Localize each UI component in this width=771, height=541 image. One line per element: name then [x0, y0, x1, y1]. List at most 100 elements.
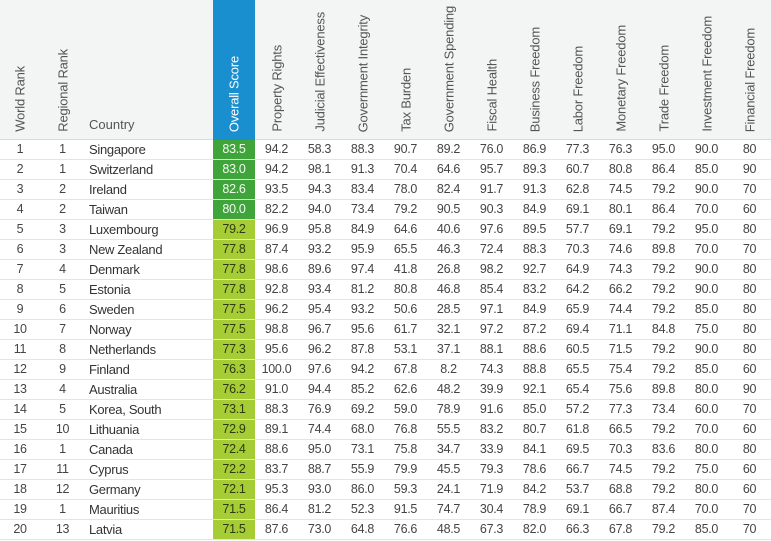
component-score-cell: 84.1	[522, 442, 547, 456]
header-overall-score-label: Overall Score	[226, 55, 242, 132]
table-row: 17 11 Cyprus 72.2 83.7 88.7 55.9 79.9 45.5 79.3 78…	[0, 460, 771, 480]
component-score-cell: 93.4	[307, 282, 332, 296]
component-score-cell: 83.4	[350, 182, 375, 196]
component-score-cell: 73.1	[350, 442, 375, 456]
component-score-cell: 65.5	[565, 362, 590, 376]
table-row: 19 1 Mauritius 71.5 86.4 81.2 52.3 91.5 74.7 30.4…	[0, 500, 771, 520]
component-score-cell: 78.9	[436, 402, 461, 416]
country-cell: Switzerland	[89, 162, 153, 177]
component-score-cell: 94.2	[264, 162, 289, 176]
component-score-cell: 93.5	[264, 182, 289, 196]
component-score-cell: 92.8	[264, 282, 289, 296]
component-score-cell: 86.4	[264, 502, 289, 516]
component-score-cell: 89.8	[651, 242, 676, 256]
table-row: 7 4 Denmark 77.8 98.6 89.6 97.4 41.8 26.8 98.2 92.…	[0, 260, 771, 280]
component-score-cell: 88.6	[264, 442, 289, 456]
component-score-cell: 80	[742, 222, 757, 236]
component-score-cell: 94.3	[307, 182, 332, 196]
component-score-cell: 70.0	[694, 502, 719, 516]
regional-rank-cell: 4	[59, 382, 66, 396]
table-row: 2 1 Switzerland 83.0 94.2 98.1 91.3 70.4 64.6 95.…	[0, 160, 771, 180]
component-score-cell: 60.7	[565, 162, 590, 176]
component-score-cell: 70.0	[694, 202, 719, 216]
component-score-cell: 72.4	[479, 242, 504, 256]
component-score-cell: 65.5	[393, 242, 418, 256]
world-rank-cell: 11	[13, 342, 27, 356]
regional-rank-cell: 6	[59, 302, 66, 316]
component-score-cell: 91.7	[479, 182, 504, 196]
component-score-cell: 89.5	[522, 222, 547, 236]
overall-score-cell: 73.1	[213, 400, 255, 419]
component-score-cell: 67.3	[479, 522, 504, 536]
component-score-cell: 34.7	[436, 442, 461, 456]
component-score-cell: 80	[742, 342, 757, 356]
component-score-cell: 95.4	[307, 302, 332, 316]
component-score-cell: 88.3	[522, 242, 547, 256]
component-score-cell: 48.5	[436, 522, 461, 536]
header-labor-freedom: Labor Freedom	[556, 0, 599, 140]
component-score-cell: 62.6	[393, 382, 418, 396]
component-score-cell: 70	[742, 182, 757, 196]
regional-rank-cell: 1	[59, 502, 66, 516]
component-score-cell: 90.5	[436, 202, 461, 216]
component-score-cell: 89.8	[651, 382, 676, 396]
component-score-cell: 90.0	[694, 262, 719, 276]
component-score-cell: 66.5	[608, 422, 633, 436]
component-score-cell: 26.8	[436, 262, 461, 276]
table-row: 15 10 Lithuania 72.9 89.1 74.4 68.0 76.8 55.5 83.…	[0, 420, 771, 440]
component-score-cell: 8.2	[440, 362, 457, 376]
regional-rank-cell: 13	[55, 522, 70, 536]
component-score-cell: 90.0	[694, 342, 719, 356]
component-score-cell: 79.2	[651, 262, 676, 276]
component-score-cell: 92.1	[522, 382, 547, 396]
component-score-cell: 64.8	[350, 522, 375, 536]
component-score-cell: 75.0	[694, 322, 719, 336]
component-score-cell: 85.0	[694, 162, 719, 176]
header-country: Country	[85, 0, 213, 140]
component-score-cell: 70	[742, 502, 757, 516]
component-score-cell: 91.6	[479, 402, 504, 416]
component-score-cell: 80	[742, 442, 757, 456]
component-score-cell: 77.3	[608, 402, 633, 416]
regional-rank-cell: 11	[56, 462, 69, 476]
component-score-cell: 78.0	[393, 182, 418, 196]
component-score-cell: 75.4	[608, 362, 633, 376]
component-score-cell: 98.1	[307, 162, 332, 176]
component-score-cell: 93.2	[307, 242, 332, 256]
table-row: 6 3 New Zealand 77.8 87.4 93.2 95.9 65.5 46.3 72.…	[0, 240, 771, 260]
overall-score-cell: 77.5	[213, 320, 255, 339]
component-score-cell: 57.7	[565, 222, 590, 236]
component-score-cell: 95.6	[264, 342, 289, 356]
regional-rank-cell: 4	[59, 262, 66, 276]
table-row: 9 6 Sweden 77.5 96.2 95.4 93.2 50.6 28.5 97.1 84.9…	[0, 300, 771, 320]
component-score-cell: 90	[742, 162, 757, 176]
component-score-cell: 94.4	[307, 382, 332, 396]
overall-score-cell: 80.0	[213, 200, 255, 219]
component-score-cell: 79.3	[479, 462, 504, 476]
table-body: 1 1 Singapore 83.5 94.2 58.3 88.3 90.7 89.2 76.0 8…	[0, 140, 771, 540]
component-score-cell: 66.7	[565, 462, 590, 476]
component-score-cell: 95.0	[651, 142, 676, 156]
component-score-cell: 74.5	[608, 462, 633, 476]
country-cell: Denmark	[89, 262, 140, 277]
component-score-cell: 64.6	[393, 222, 418, 236]
world-rank-cell: 10	[13, 322, 27, 336]
component-score-cell: 46.3	[436, 242, 461, 256]
regional-rank-cell: 3	[59, 242, 66, 256]
overall-score-cell: 83.0	[213, 160, 255, 179]
component-score-cell: 85.4	[479, 282, 504, 296]
component-score-cell: 39.9	[479, 382, 504, 396]
component-score-cell: 91.5	[393, 502, 418, 516]
header-business-freedom: Business Freedom	[513, 0, 556, 140]
world-rank-cell: 18	[13, 482, 27, 496]
component-score-cell: 96.7	[307, 322, 332, 336]
component-score-cell: 89.2	[436, 142, 461, 156]
component-score-cell: 60.0	[694, 402, 719, 416]
component-score-cell: 71.5	[608, 342, 633, 356]
header-government-integrity: Government Integrity	[341, 0, 384, 140]
component-score-cell: 64.2	[565, 282, 590, 296]
table-row: 16 1 Canada 72.4 88.6 95.0 73.1 75.8 34.7 33.9 84.…	[0, 440, 771, 460]
component-score-cell: 60	[742, 202, 757, 216]
component-score-cell: 94.2	[350, 362, 375, 376]
world-rank-cell: 5	[16, 222, 24, 236]
